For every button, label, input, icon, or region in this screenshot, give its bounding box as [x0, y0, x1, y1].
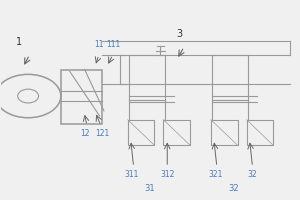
Bar: [211, 120, 238, 145]
Text: 312: 312: [160, 170, 174, 179]
Text: 11: 11: [94, 40, 103, 49]
Text: 3: 3: [177, 29, 183, 39]
Text: 12: 12: [80, 129, 90, 138]
Text: 111: 111: [106, 40, 121, 49]
Bar: [164, 120, 190, 145]
Text: 32: 32: [248, 170, 257, 179]
Text: 32: 32: [229, 184, 239, 193]
Bar: [61, 70, 102, 124]
Bar: [247, 120, 273, 145]
Bar: [128, 120, 154, 145]
Text: 121: 121: [95, 129, 110, 138]
Text: 1: 1: [16, 37, 22, 47]
Text: 31: 31: [144, 184, 155, 193]
Text: 311: 311: [124, 170, 139, 179]
Text: 321: 321: [208, 170, 223, 179]
